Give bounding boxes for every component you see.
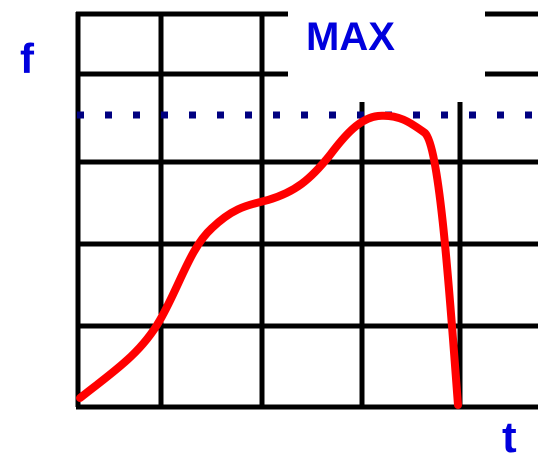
force-curve bbox=[76, 111, 462, 409]
max-label: MAX bbox=[306, 15, 395, 59]
grid bbox=[75, 11, 538, 410]
x-axis-label: t bbox=[502, 413, 517, 456]
y-axis-label: f bbox=[20, 35, 35, 82]
